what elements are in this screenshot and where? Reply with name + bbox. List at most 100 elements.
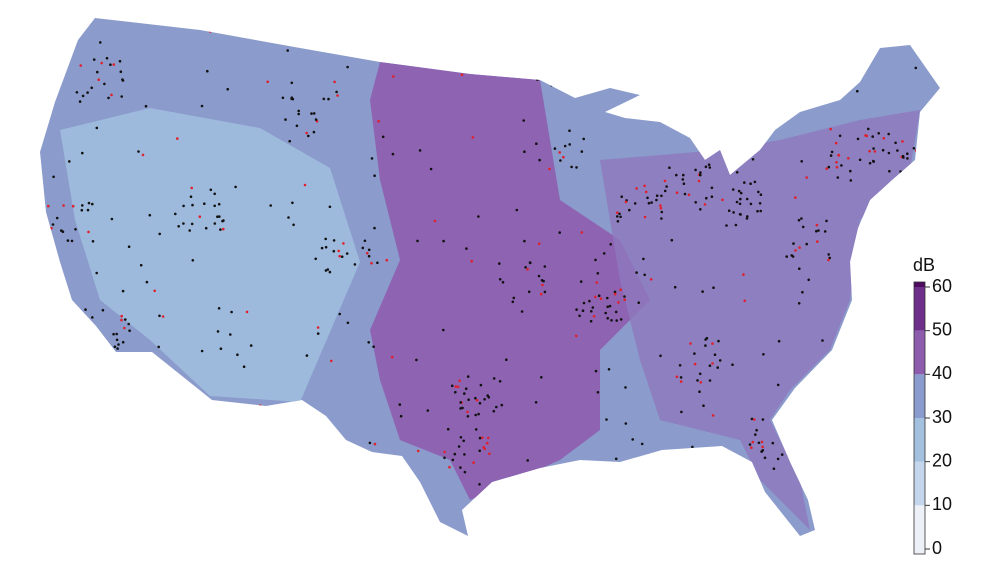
site-dot	[581, 31, 585, 34]
site-dot	[745, 217, 749, 220]
site-dot	[305, 131, 308, 135]
site-dot	[559, 159, 562, 162]
site-dot	[643, 184, 646, 188]
site-dot	[486, 441, 489, 445]
site-dot	[241, 425, 244, 428]
site-dot	[738, 202, 742, 206]
site-dot	[479, 383, 483, 387]
site-dot	[613, 290, 617, 294]
site-dot	[492, 409, 496, 413]
site-dot	[102, 338, 106, 342]
site-dot	[849, 169, 852, 173]
site-dot	[245, 310, 249, 314]
site-dot	[269, 428, 272, 432]
site-dot	[204, 226, 208, 230]
site-dot	[914, 149, 918, 152]
site-dot	[682, 498, 685, 502]
site-dot	[200, 104, 204, 108]
site-dot	[570, 165, 573, 169]
colorbar-band	[914, 330, 925, 375]
site-dot	[797, 302, 801, 305]
site-dot	[100, 61, 103, 65]
site-dot	[259, 404, 262, 408]
site-dot	[500, 403, 504, 407]
site-dot	[675, 191, 679, 194]
site-dot	[84, 308, 87, 311]
site-dot	[346, 65, 349, 69]
site-dot	[650, 475, 653, 479]
site-dot	[908, 409, 911, 412]
site-dot	[454, 385, 458, 388]
site-dot	[614, 457, 618, 461]
site-dot	[463, 453, 466, 456]
site-dot	[236, 353, 239, 357]
site-dot	[646, 196, 649, 200]
site-dot	[596, 391, 600, 394]
site-dot	[704, 40, 708, 44]
site-dot	[91, 316, 94, 319]
site-dot	[791, 255, 795, 258]
site-dot	[124, 318, 127, 321]
site-dot	[307, 134, 310, 138]
site-dot	[688, 93, 692, 97]
site-dot	[737, 189, 741, 193]
site-dot	[105, 56, 109, 60]
site-dot	[727, 209, 731, 212]
site-dot	[127, 245, 131, 248]
site-dot	[376, 261, 379, 265]
site-dot	[739, 191, 743, 195]
site-dot	[797, 218, 801, 222]
site-dot	[757, 441, 761, 445]
site-dot	[498, 278, 502, 281]
site-dot	[139, 263, 143, 267]
site-dot	[367, 248, 371, 252]
site-dot	[95, 355, 98, 358]
site-dot	[867, 127, 870, 131]
site-dot	[748, 443, 752, 446]
site-dot	[462, 439, 466, 443]
colorbar-band	[914, 461, 925, 506]
site-dot	[505, 358, 508, 362]
site-dot	[673, 285, 677, 289]
site-dot	[660, 217, 663, 220]
site-dot	[50, 236, 53, 240]
site-dot	[290, 96, 294, 99]
site-dot	[99, 441, 103, 445]
site-dot	[607, 368, 611, 371]
site-dot	[592, 315, 596, 318]
site-dot	[301, 493, 305, 497]
site-dot	[687, 193, 691, 197]
site-dot	[206, 69, 209, 73]
site-dot	[902, 489, 906, 493]
site-dot	[909, 216, 912, 220]
site-dot	[896, 149, 899, 152]
site-dot	[366, 251, 369, 255]
site-dot	[785, 255, 788, 258]
site-dot	[619, 318, 623, 321]
site-dot	[324, 245, 328, 249]
site-dot	[689, 342, 692, 345]
site-dot	[867, 482, 871, 486]
site-dot	[655, 198, 658, 202]
site-dot	[71, 310, 75, 314]
site-dot	[698, 390, 701, 394]
site-dot	[894, 141, 897, 145]
site-dot	[189, 488, 192, 492]
site-dot	[783, 442, 786, 446]
site-dot	[222, 219, 225, 222]
site-dot	[776, 457, 780, 461]
site-dot	[594, 258, 597, 262]
site-dot	[898, 472, 901, 476]
site-dot	[746, 215, 749, 218]
site-dot	[232, 493, 236, 497]
site-dot	[189, 195, 193, 198]
site-dot	[800, 217, 803, 220]
site-dot	[868, 161, 872, 165]
site-dot	[117, 343, 120, 346]
site-dot	[95, 271, 98, 275]
site-dot	[463, 392, 466, 395]
site-dot	[649, 278, 653, 281]
site-dot	[817, 229, 820, 232]
